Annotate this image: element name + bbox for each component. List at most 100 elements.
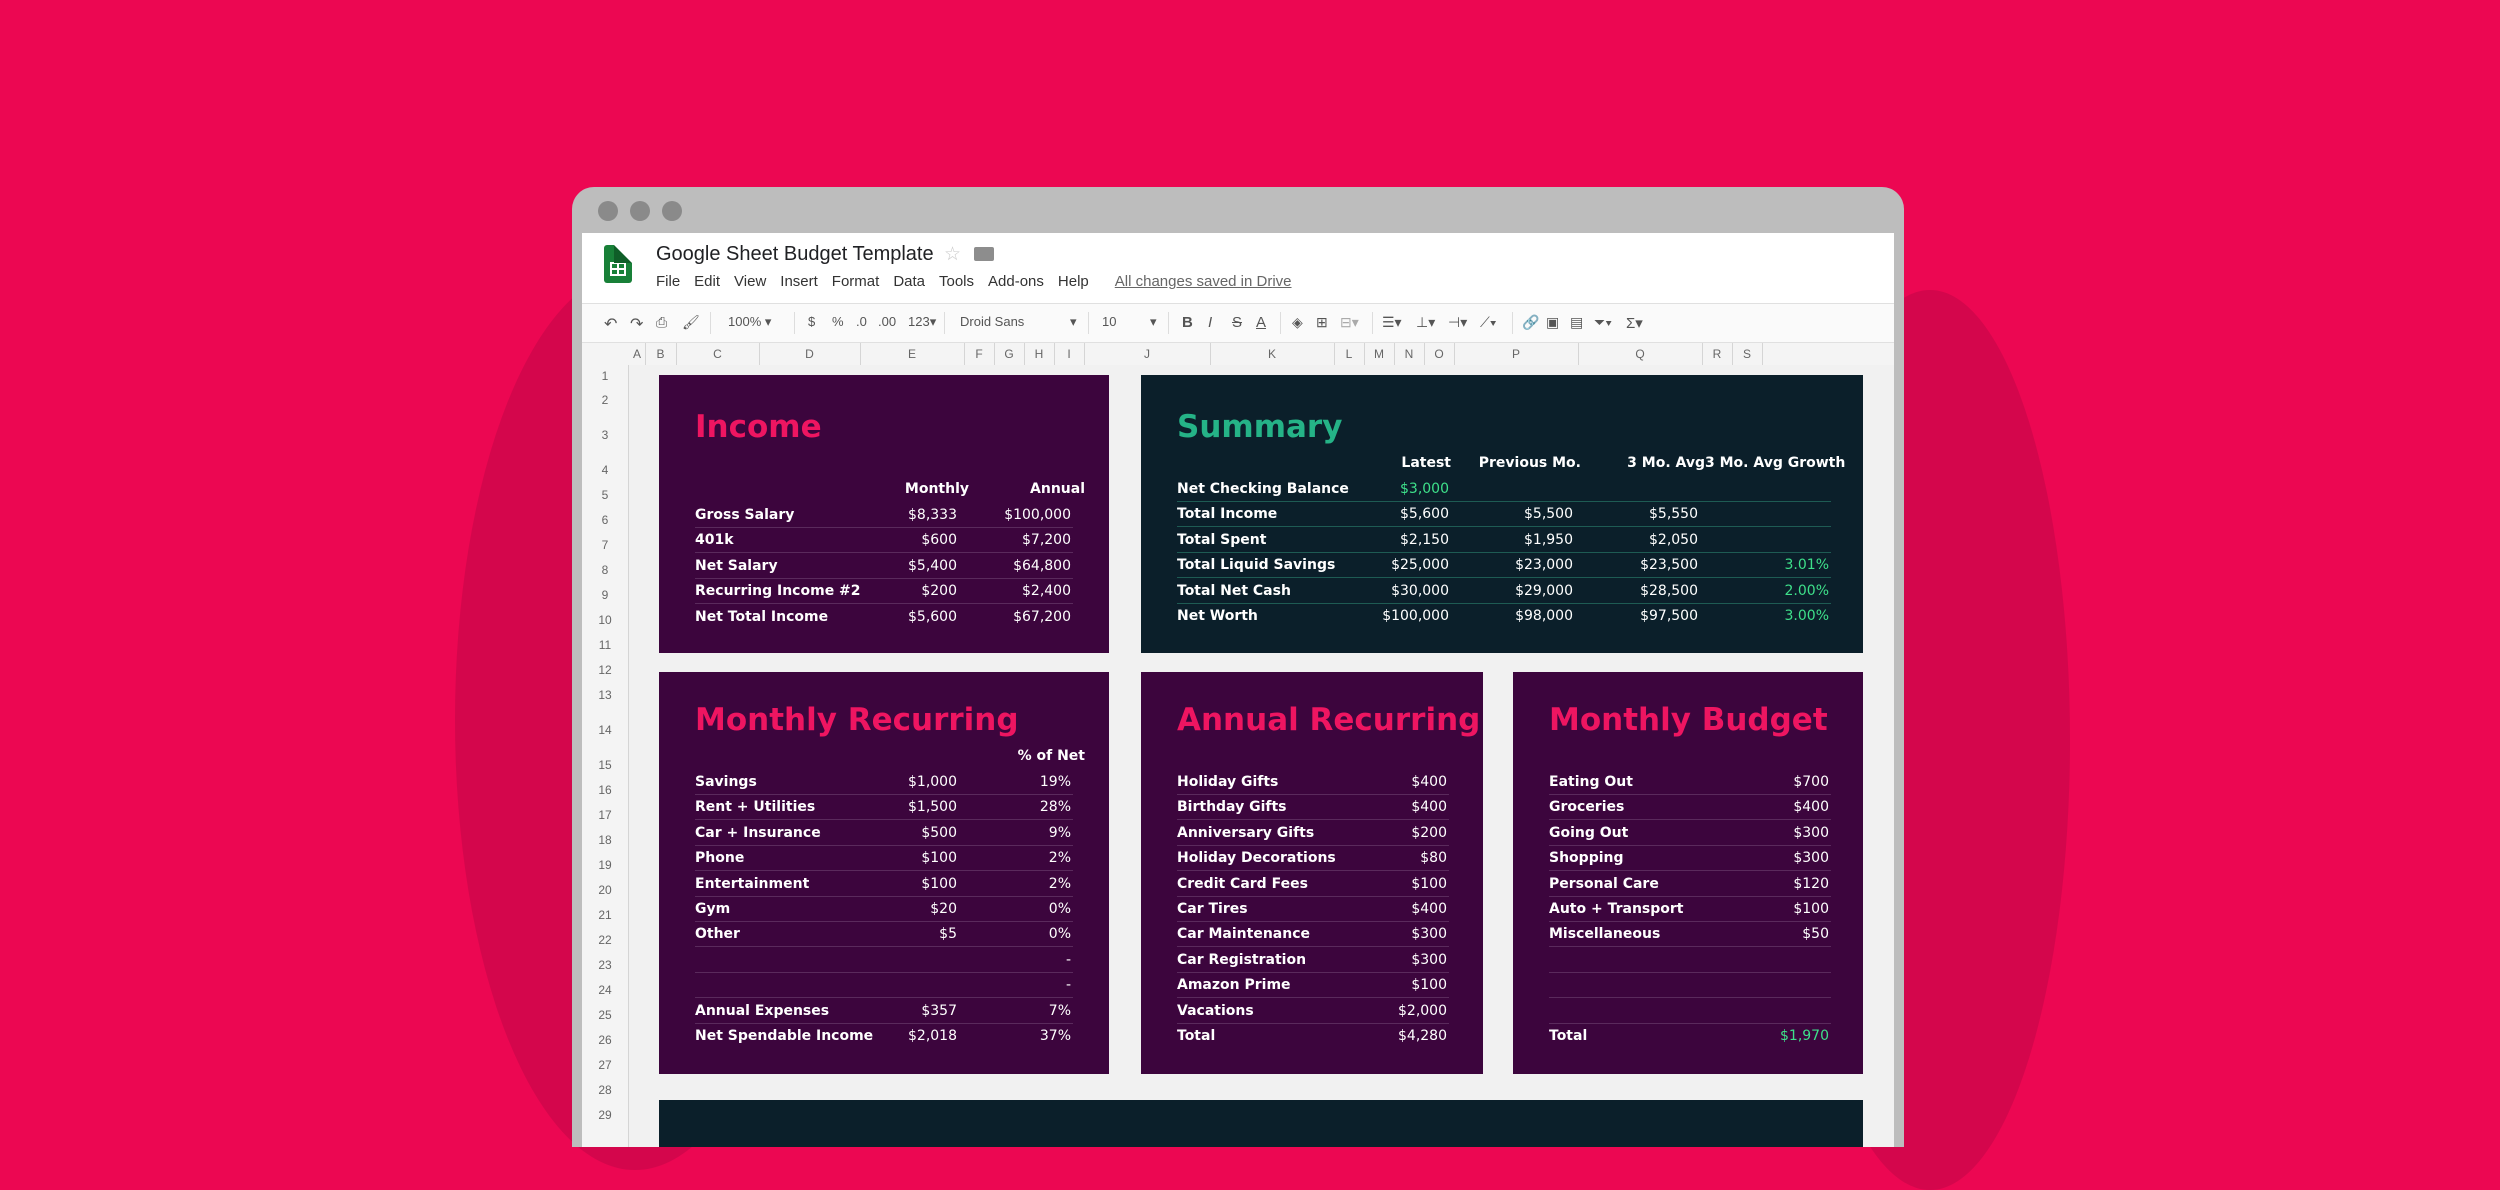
document-title[interactable]: Google Sheet Budget Template xyxy=(656,243,934,265)
row-header-5[interactable]: 5 xyxy=(601,487,609,502)
column-header-f[interactable]: F xyxy=(975,347,983,361)
borders-icon[interactable]: ⊞ xyxy=(1316,314,1328,330)
filter-icon[interactable]: ⏷▾ xyxy=(1594,314,1613,330)
row-header-10[interactable]: 10 xyxy=(598,612,612,627)
percent-format-button[interactable]: % xyxy=(832,314,844,329)
row-header-1[interactable]: 1 xyxy=(601,369,609,383)
row-header-6[interactable]: 6 xyxy=(601,512,609,527)
redo-icon[interactable]: ↷ xyxy=(630,316,644,333)
column-header-j[interactable]: J xyxy=(1144,347,1150,361)
column-header-p[interactable]: P xyxy=(1511,347,1521,361)
row-header-15[interactable]: 15 xyxy=(598,757,612,772)
monthly-budget-row: Miscellaneous $50 xyxy=(1549,922,1831,948)
menu-addons[interactable]: Add-ons xyxy=(988,273,1044,290)
row-header-28[interactable]: 28 xyxy=(598,1082,612,1097)
row-header-2[interactable]: 2 xyxy=(601,392,609,407)
row-header-23[interactable]: 23 xyxy=(598,957,612,972)
row-header-21[interactable]: 21 xyxy=(598,907,612,922)
menu-data[interactable]: Data xyxy=(893,273,925,290)
column-header-h[interactable]: H xyxy=(1034,347,1044,361)
row-header-27[interactable]: 27 xyxy=(598,1057,612,1072)
row-header-7[interactable]: 7 xyxy=(601,537,609,552)
vertical-align-icon[interactable]: ⊥▾ xyxy=(1416,314,1436,330)
strikethrough-icon[interactable]: S xyxy=(1232,314,1243,331)
text-color-icon[interactable]: A xyxy=(1256,314,1267,331)
column-header-q[interactable]: Q xyxy=(1635,347,1645,361)
row-header-8[interactable]: 8 xyxy=(601,562,609,577)
row-header-24[interactable]: 24 xyxy=(598,982,612,997)
row-header-12[interactable]: 12 xyxy=(598,662,612,677)
row-header-25[interactable]: 25 xyxy=(598,1007,612,1022)
column-header-n[interactable]: N xyxy=(1404,347,1414,361)
window-close-button[interactable] xyxy=(598,201,618,221)
column-header-a[interactable]: A xyxy=(632,347,642,361)
chart-icon[interactable]: ▤ xyxy=(1570,314,1584,330)
row-header-9[interactable]: 9 xyxy=(601,587,609,602)
decrease-decimal-button[interactable]: .0 xyxy=(856,314,867,329)
menu-file[interactable]: File xyxy=(656,273,681,290)
text-wrap-icon[interactable]: ⊣▾ xyxy=(1448,314,1468,330)
row-header-29[interactable]: 29 xyxy=(598,1107,612,1122)
merge-cells-icon[interactable]: ⊟▾ xyxy=(1340,314,1359,330)
row-header-20[interactable]: 20 xyxy=(598,882,612,897)
column-header-r[interactable]: R xyxy=(1712,347,1722,361)
row-header-14[interactable]: 14 xyxy=(598,722,612,737)
menu-help[interactable]: Help xyxy=(1057,273,1089,290)
row-header-13[interactable]: 13 xyxy=(598,687,612,702)
folder-icon[interactable] xyxy=(974,247,994,261)
column-header-i[interactable]: I xyxy=(1067,347,1071,361)
link-icon[interactable]: 🔗 xyxy=(1522,314,1540,330)
row-header-4[interactable]: 4 xyxy=(601,462,609,477)
undo-icon[interactable]: ↶ xyxy=(604,316,618,333)
row-header-17[interactable]: 17 xyxy=(598,807,612,822)
italic-icon[interactable]: I xyxy=(1208,314,1213,331)
font-family-select[interactable]: Droid Sans xyxy=(960,314,1060,329)
window-maximize-button[interactable] xyxy=(662,201,682,221)
star-icon[interactable]: ☆ xyxy=(944,244,962,265)
menu-format[interactable]: Format xyxy=(831,273,880,290)
text-rotate-icon[interactable]: ⟋▾ xyxy=(1480,314,1497,330)
row-header-16[interactable]: 16 xyxy=(598,782,612,797)
column-header-c[interactable]: C xyxy=(713,347,722,361)
functions-icon[interactable]: Σ▾ xyxy=(1626,315,1643,332)
annual-recurring-row: Car Maintenance $300 xyxy=(1177,922,1449,948)
row-header-18[interactable]: 18 xyxy=(598,832,612,847)
column-header-b[interactable]: B xyxy=(656,347,665,361)
column-header-d[interactable]: D xyxy=(805,347,814,361)
currency-format-button[interactable]: $ xyxy=(808,314,816,329)
fill-color-icon[interactable]: ◈ xyxy=(1292,314,1303,330)
more-formats-select[interactable]: 123▾ xyxy=(908,314,936,330)
row-header-3[interactable]: 3 xyxy=(601,427,609,442)
zoom-select[interactable]: 100% ▾ xyxy=(728,314,771,330)
menu-tools[interactable]: Tools xyxy=(939,273,975,290)
income-row-label: Net Total Income xyxy=(695,608,829,625)
row-header-19[interactable]: 19 xyxy=(598,857,612,872)
sheets-logo-icon[interactable] xyxy=(604,245,632,283)
column-header-l[interactable]: L xyxy=(1345,347,1353,361)
column-header-g[interactable]: G xyxy=(1004,347,1014,361)
bold-icon[interactable]: B xyxy=(1182,314,1193,331)
font-size-select[interactable]: 10 xyxy=(1102,314,1142,329)
column-header-m[interactable]: M xyxy=(1374,347,1384,361)
chevron-down-icon: ▾ xyxy=(764,314,772,329)
menu-insert[interactable]: Insert xyxy=(780,273,818,290)
monthly-budget-row-label: Shopping xyxy=(1549,850,1624,867)
increase-decimal-button[interactable]: .00 xyxy=(878,314,897,329)
row-header-11[interactable]: 11 xyxy=(598,637,612,652)
window-minimize-button[interactable] xyxy=(630,201,650,221)
column-header-e[interactable]: E xyxy=(907,347,917,361)
sheet-grid[interactable]: Income Monthly Annual Gross Salary $8,333… xyxy=(629,365,1894,1147)
row-header-26[interactable]: 26 xyxy=(598,1032,612,1047)
align-left-icon[interactable]: ☰▾ xyxy=(1382,314,1402,330)
column-header-o[interactable]: O xyxy=(1434,347,1444,361)
menu-view[interactable]: View xyxy=(734,273,767,290)
menu-edit[interactable]: Edit xyxy=(694,273,721,290)
save-status-link[interactable]: All changes saved in Drive xyxy=(1114,273,1292,290)
comment-icon[interactable]: ▣ xyxy=(1546,314,1560,330)
column-header-k[interactable]: K xyxy=(1267,347,1277,361)
paint-format-icon[interactable]: 🖌 xyxy=(682,314,700,330)
row-header-22[interactable]: 22 xyxy=(598,932,612,947)
print-icon[interactable]: ⎙ xyxy=(656,314,668,330)
column-header-s[interactable]: S xyxy=(1742,347,1752,361)
income-row-monthly: $5,600 xyxy=(908,608,957,625)
